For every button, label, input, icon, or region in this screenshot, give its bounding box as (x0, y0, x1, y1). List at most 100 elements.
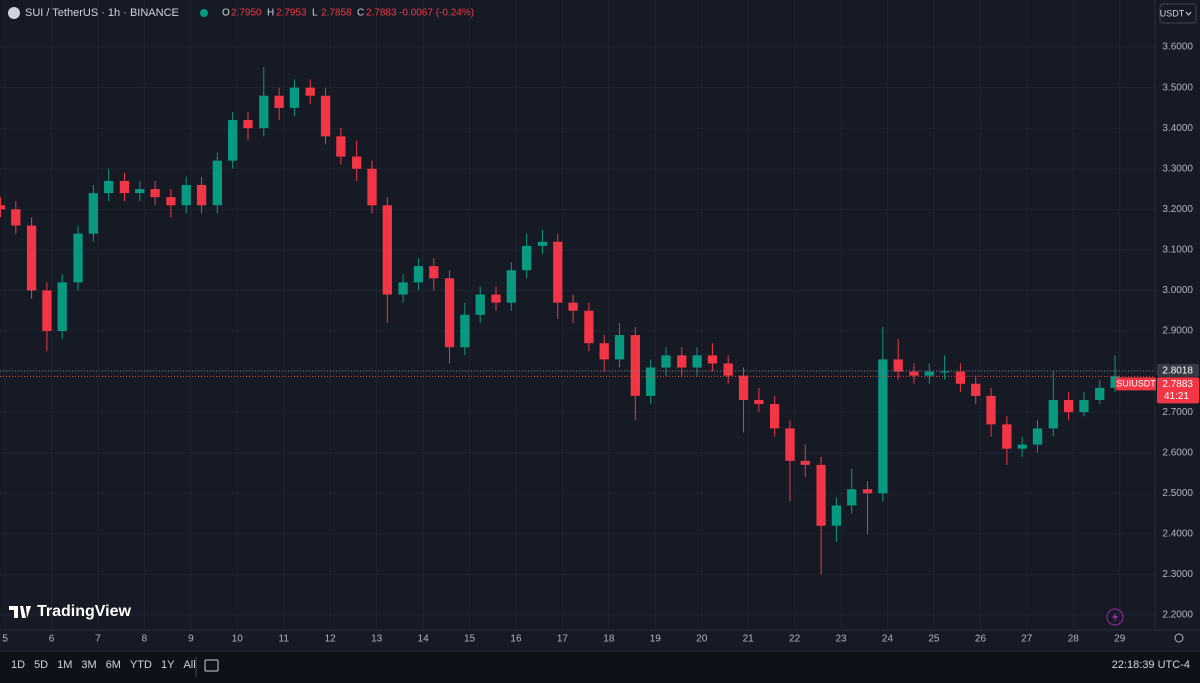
candle-body (413, 266, 424, 283)
marked-price-label: 2.8018 (1162, 366, 1193, 377)
candle-body (398, 282, 408, 295)
range-button[interactable]: 3M (81, 659, 96, 671)
candle-body (785, 428, 795, 461)
candle-body (460, 314, 470, 348)
x-tick-label: 27 (1021, 634, 1033, 645)
y-tick-label: 2.5000 (1162, 488, 1193, 499)
currency-label[interactable]: USDT (1160, 8, 1185, 18)
range-buttons: 1D 5D 1M 3M 6M YTD 1Y All (11, 659, 196, 671)
candle-body (723, 363, 733, 376)
grid (0, 0, 1155, 630)
candle-body (924, 371, 934, 376)
candle-body (196, 184, 207, 206)
candle-body (939, 371, 950, 373)
range-button[interactable]: 1D (11, 659, 25, 671)
candle-body (553, 241, 563, 303)
candle-body (1017, 444, 1027, 449)
range-button[interactable]: 1Y (161, 659, 175, 671)
logo-text: TradingView (37, 603, 132, 620)
y-tick-label: 2.3000 (1162, 569, 1193, 580)
range-button[interactable]: 5D (34, 659, 48, 671)
symbol-label: SUIUSDT (1116, 379, 1156, 389)
y-tick-label: 3.1000 (1162, 245, 1193, 256)
x-tick-label: 19 (650, 634, 662, 645)
y-tick-label: 3.0000 (1162, 285, 1193, 296)
x-tick-label: 15 (464, 634, 476, 645)
symbol-box (1116, 377, 1156, 391)
legend-key: C (357, 8, 364, 19)
y-tick-label: 3.3000 (1162, 163, 1193, 174)
candle-body (26, 225, 37, 291)
candle-body (135, 189, 145, 194)
legend-key: O (222, 8, 230, 19)
x-tick-label: 24 (882, 634, 894, 645)
range-button[interactable]: YTD (130, 659, 152, 671)
y-tick-label: 2.4000 (1162, 528, 1193, 539)
x-tick-label: 8 (142, 634, 148, 645)
candle-body (382, 205, 392, 295)
candle-body (614, 335, 625, 360)
candle-body (878, 359, 888, 494)
y-tick-label: 2.9000 (1162, 326, 1193, 337)
candle-body (289, 87, 300, 108)
x-tick-label: 21 (743, 634, 755, 645)
x-tick-label: 17 (557, 634, 569, 645)
candle-body (73, 233, 83, 283)
currency-button[interactable] (1159, 3, 1197, 24)
candle-body (181, 184, 191, 206)
candle-body (522, 245, 532, 271)
candle-body (305, 87, 315, 96)
logo-icon (9, 606, 31, 618)
legend-change: -0.0067 (-0.24%) (399, 8, 474, 19)
candle-body (228, 120, 238, 161)
candle-body (42, 290, 52, 332)
dropdown-arrow (1185, 11, 1192, 16)
y-tick-label: 3.2000 (1162, 204, 1193, 215)
range-button[interactable]: 1M (57, 659, 72, 671)
x-tick-label: 29 (1114, 634, 1126, 645)
candle-body (212, 160, 222, 206)
candle-body (1063, 399, 1074, 413)
candle-body (1048, 399, 1058, 429)
range-button[interactable]: 6M (106, 659, 121, 671)
ohlc-legend: O 2.7950 H 2.7953 L 2.7858 C 2.7883 -0.0067 (-0.… (222, 8, 474, 19)
x-tick-label: 22 (789, 634, 801, 645)
candle-body (243, 120, 253, 129)
date-range-icon[interactable] (204, 659, 219, 672)
x-tick-label: 9 (188, 634, 194, 645)
y-tick-label: 3.4000 (1162, 123, 1193, 134)
candle-body (986, 395, 996, 425)
candle-body (1110, 376, 1120, 388)
candle-body (862, 489, 873, 494)
candle-body (0, 205, 6, 210)
candle-body (754, 399, 764, 405)
x-tick-label: 14 (418, 634, 430, 645)
x-tick-label: 25 (928, 634, 940, 645)
x-tick-label: 26 (975, 634, 987, 645)
range-button[interactable]: All (183, 659, 195, 671)
candle-body (352, 156, 362, 169)
candle-body (537, 241, 548, 246)
legend-value: 2.7950 (231, 8, 262, 19)
candle-body (955, 371, 966, 384)
x-tick-label: 7 (95, 634, 101, 645)
candle-body (770, 404, 780, 429)
candle-body (336, 136, 346, 157)
candle-body (584, 310, 594, 344)
y-tick-label: 2.7000 (1162, 407, 1193, 418)
candle-body (599, 343, 609, 360)
symbol-icon (8, 7, 20, 19)
candle-body (568, 302, 578, 311)
lightning-button[interactable] (1106, 608, 1124, 626)
settings-icon[interactable] (1174, 633, 1184, 643)
candle-body (800, 460, 810, 465)
x-tick-label: 16 (510, 634, 522, 645)
candle-body (831, 505, 842, 526)
candle-body (677, 355, 687, 368)
last-price-label: 2.7883 (1162, 379, 1193, 390)
candle-body (57, 282, 67, 332)
legend-value: 2.7858 (321, 8, 352, 19)
